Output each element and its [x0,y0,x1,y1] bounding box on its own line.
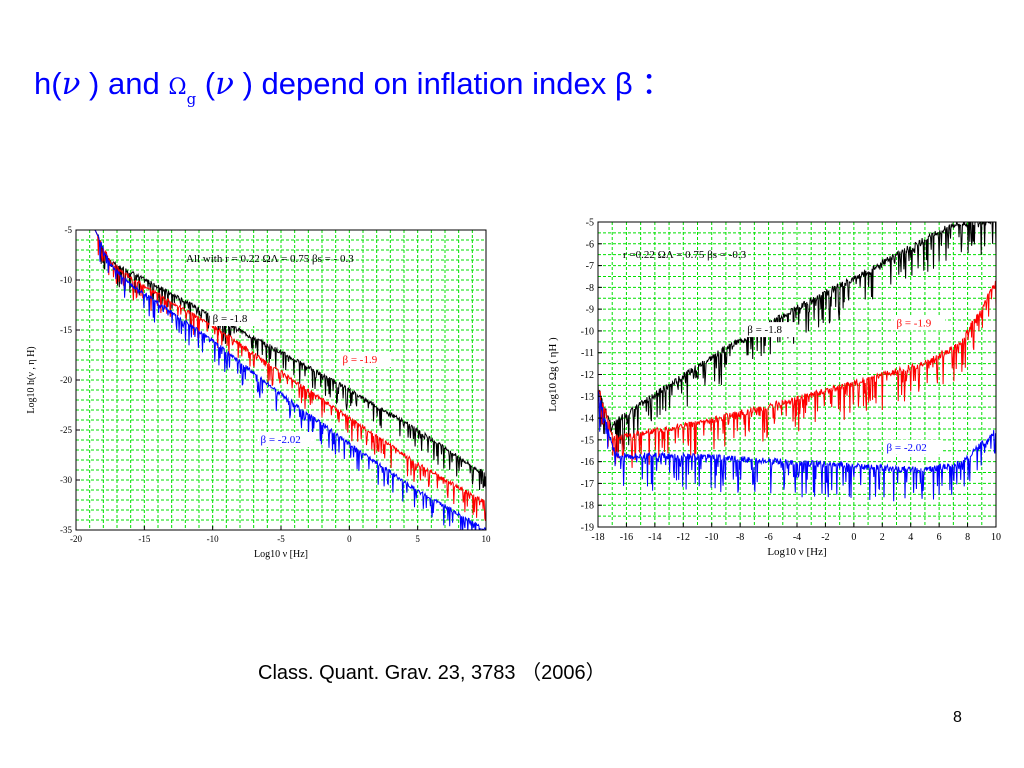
y-tick-label: -14 [581,414,594,425]
y-tick-label: -25 [60,425,72,435]
x-tick-label: -15 [138,534,150,544]
x-tick-label: -16 [620,532,633,543]
y-tick-label: -6 [586,239,594,250]
x-axis-label: Log10 ν [Hz] [254,549,308,560]
y-tick-label: -20 [60,375,72,385]
series-label: β = -1.8 [213,313,248,325]
series-label-bg [209,311,262,326]
title-omega: Ω [168,75,187,100]
page-number: 8 [953,709,962,726]
series-label: β = -2.02 [261,434,301,446]
y-tick-label: -5 [586,218,594,229]
series-line-1 [598,280,996,468]
series-line-0 [76,230,486,491]
axes: -18 -16 -14 -12 -10 -8 -6 -4 -2 0 2 4 6 8 10 -5 -6 -7 -8 -9… [547,218,1001,559]
x-tick-label: 2 [880,532,885,543]
series-label-bg [893,315,946,331]
energy-density-chart: -18 -16 -14 -12 -10 -8 -6 -4 -2 0 2 4 6 8 10 -5 -6 -7 -8 -9… [547,218,1001,559]
y-tick-label: -30 [60,475,72,485]
x-tick-label: 0 [347,534,352,544]
title-nu-2: ν [215,66,234,102]
x-tick-label: 8 [965,532,970,543]
x-tick-label: -6 [764,532,772,543]
series-label-bg [883,439,942,455]
x-tick-label: -20 [70,534,82,544]
x-tick-label: -12 [677,532,690,543]
series-line-2 [76,230,486,530]
grid [76,230,486,530]
chart-annotation: r =0.22 ΩΛ = 0.75 βs = -0.3 [623,249,747,261]
citation: Class. Quant. Grav. 23, 3783 （2006） [258,662,606,684]
y-tick-label: -13 [581,392,594,403]
y-tick-label: -19 [581,523,594,534]
title-part-3: ( [196,66,216,101]
x-tick-label: -10 [705,532,718,543]
grid [598,222,996,527]
plot-area [76,230,486,530]
title-part-2: ) and [80,66,169,101]
title-part-1: h( [34,66,62,101]
y-tick-label: -12 [581,370,594,381]
chart-annotation: All with r = 0.22 ΩΛ = 0.75 βs = - 0.3 [186,253,354,265]
strain-amplitude-chart: -20 -15 -10 -5 0 5 10 -5 -10 -15 -20 -25 -30 -35 Log10… [26,225,491,560]
series-label: β = -2.02 [887,442,927,454]
title-part-4: ) depend on inflation index β ： [233,66,673,101]
title-omega-sub: g [186,90,197,108]
x-tick-label: -14 [648,532,661,543]
series-label: β = -1.9 [343,354,378,366]
axes: -20 -15 -10 -5 0 5 10 -5 -10 -15 -20 -25 -30 -35 Log10… [26,225,491,560]
x-tick-label: 10 [991,532,1001,543]
x-tick-label: -4 [793,532,801,543]
y-tick-label: -35 [60,525,72,535]
x-tick-label: 10 [482,534,492,544]
slide-title: h(ν ) and Ωg (ν ) depend on inflation in… [34,58,672,108]
y-tick-label: -10 [60,275,72,285]
x-tick-label: 6 [937,532,942,543]
y-axis-label: Log10 h(ν , η H) [26,346,37,413]
y-tick-label: -5 [65,225,73,235]
series-label-bg [744,322,797,338]
y-tick-label: -7 [586,261,594,272]
y-tick-label: -18 [581,501,594,512]
x-tick-label: -2 [821,532,829,543]
x-tick-label: -10 [207,534,219,544]
series-label: β = -1.8 [747,324,782,336]
y-tick-label: -15 [60,325,72,335]
x-tick-label: -8 [736,532,744,543]
y-axis-label: Log10 Ωg ( ηH ) [547,337,559,412]
series-line-1 [76,230,486,522]
x-tick-label: -18 [591,532,604,543]
series-label-bg [257,432,315,447]
series-line-2 [598,390,996,502]
x-tick-label: -5 [277,534,285,544]
y-tick-label: -17 [581,479,594,490]
y-tick-label: -16 [581,457,594,468]
y-tick-label: -11 [581,348,594,359]
plot-area [598,222,996,502]
y-tick-label: -10 [581,326,594,337]
title-nu-1: ν [61,66,81,102]
series-line-0 [598,222,996,452]
y-tick-label: -9 [586,305,594,316]
x-tick-label: 0 [851,532,856,543]
series-label: β = -1.9 [897,318,932,330]
x-axis-label: Log10 ν [Hz] [767,546,826,558]
x-tick-label: 5 [415,534,420,544]
y-tick-label: -8 [586,283,594,294]
y-tick-label: -15 [581,435,594,446]
x-tick-label: 4 [908,532,913,543]
series-label-bg [339,352,392,367]
